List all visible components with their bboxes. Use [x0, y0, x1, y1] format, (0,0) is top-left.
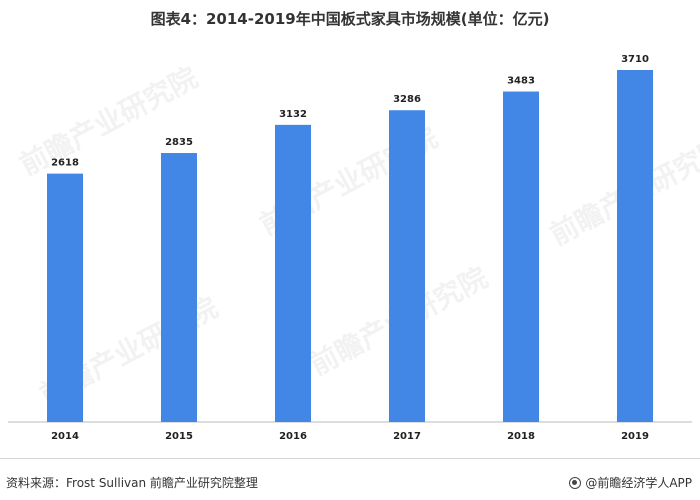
bar-2019 — [617, 70, 653, 422]
x-tick-label-2014: 2014 — [51, 431, 79, 442]
bar-2014 — [47, 173, 83, 422]
bar-2015 — [161, 153, 197, 423]
bar-2018 — [503, 91, 539, 422]
brand-logo-icon — [569, 476, 582, 489]
source-note: 资料来源：Frost Sullivan 前瞻产业研究院整理 — [6, 476, 258, 490]
brand: @前瞻经济学人APP — [569, 474, 692, 491]
data-label-2019: 3710 — [621, 54, 649, 65]
data-label-2018: 3483 — [507, 76, 535, 87]
bar-2017 — [389, 110, 425, 422]
data-label-2014: 2618 — [51, 158, 79, 169]
brand-label: @前瞻经济学人APP — [585, 476, 692, 490]
data-label-2017: 3286 — [393, 94, 421, 105]
data-label-2015: 2835 — [165, 137, 193, 148]
footer: 资料来源：Frost Sullivan 前瞻产业研究院整理 @前瞻经济学人APP — [0, 458, 700, 500]
bar-chart: 2618 2014 2835 2015 3132 2016 3286 2017 3483 2018… — [8, 54, 692, 442]
x-tick-label-2018: 2018 — [507, 431, 535, 442]
x-tick-label-2017: 2017 — [393, 431, 421, 442]
x-tick-label-2015: 2015 — [165, 431, 193, 442]
x-tick-label-2019: 2019 — [621, 431, 649, 442]
bar-2016 — [275, 124, 311, 422]
chart-title: 图表4：2014-2019年中国板式家具市场规模(单位：亿元) — [150, 10, 550, 28]
data-label-2016: 3132 — [279, 109, 307, 120]
x-tick-label-2016: 2016 — [279, 431, 307, 442]
